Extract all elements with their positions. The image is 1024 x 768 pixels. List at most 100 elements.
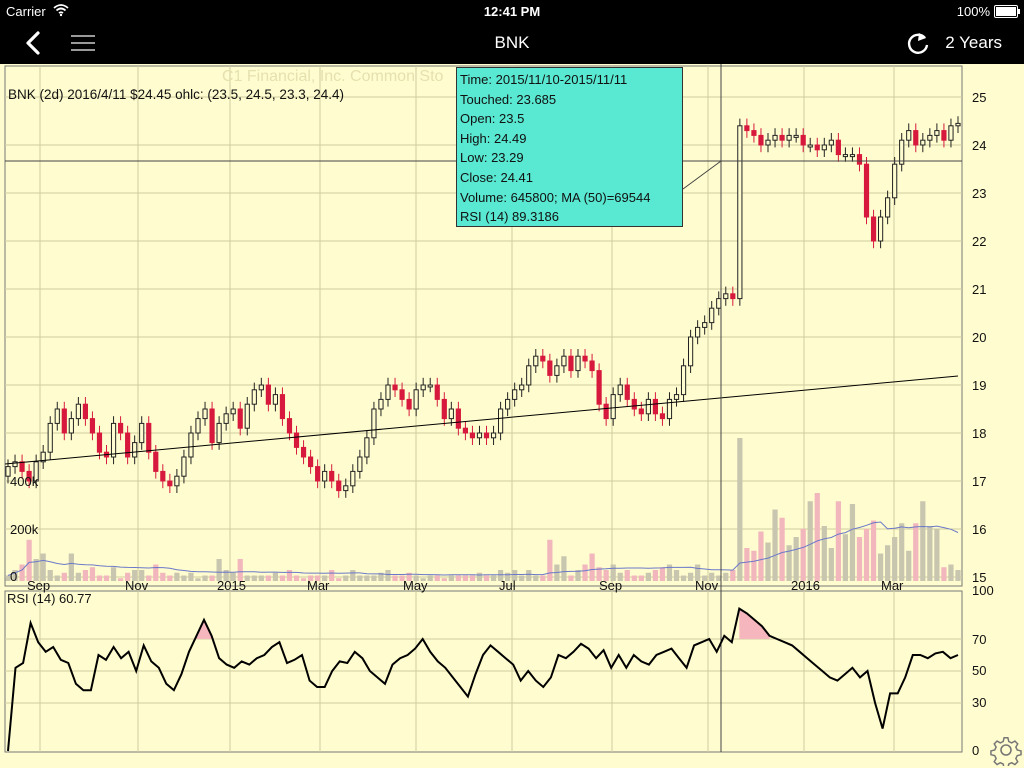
candle-body — [927, 134, 933, 141]
candle-body — [237, 408, 243, 429]
candle-body — [786, 134, 792, 141]
candle-body — [638, 408, 644, 415]
volume-bar — [730, 570, 736, 581]
volume-bar — [350, 570, 356, 581]
date-tick-label: Mar — [881, 578, 904, 593]
volume-bar — [702, 575, 708, 581]
volume-bar — [490, 575, 497, 581]
range-selector-button[interactable]: 2 Years — [945, 33, 1002, 52]
price-panel-frame — [4, 65, 963, 587]
volume-bar — [807, 501, 813, 581]
volume-bar — [899, 523, 905, 581]
volume-bar — [265, 575, 271, 581]
candle-body — [132, 442, 138, 458]
volume-bar — [103, 575, 110, 581]
volume-bar — [12, 570, 18, 581]
date-tick-label: Mar — [307, 578, 330, 593]
rsi-tick-label: 70 — [972, 632, 986, 647]
price-tick-label: 23 — [972, 186, 986, 201]
volume-bar — [223, 570, 229, 581]
price-tick-label: 20 — [972, 330, 986, 345]
volume-bar — [765, 542, 771, 581]
candle-body — [54, 408, 60, 424]
candle-body — [941, 130, 947, 141]
candle-body — [533, 355, 539, 367]
candle-body — [659, 413, 666, 420]
volume-bar — [793, 537, 799, 581]
candle-body — [139, 422, 145, 444]
volume-bar — [561, 556, 567, 581]
back-chevron-icon[interactable] — [20, 28, 48, 58]
volume-bar — [575, 570, 581, 581]
candle-body — [427, 384, 433, 388]
candle-body — [160, 470, 166, 482]
candle-body — [948, 125, 954, 141]
volume-bar — [744, 548, 750, 581]
candle-body — [343, 485, 349, 492]
volume-bar — [146, 575, 152, 581]
rsi-label: RSI (14) 60.77 — [7, 591, 92, 606]
price-tick-label: 21 — [972, 282, 986, 297]
candle-body — [673, 394, 680, 400]
volume-bar — [462, 575, 469, 581]
candle-body — [856, 154, 863, 165]
candle-body — [293, 432, 300, 448]
candle-body — [913, 130, 919, 146]
volume-bar — [786, 545, 792, 581]
candle-body — [117, 422, 124, 434]
candle-body — [652, 398, 659, 415]
tooltip-touched: Touched: 23.685 — [460, 91, 557, 107]
volume-bar — [568, 575, 574, 581]
volume-bar — [863, 528, 870, 581]
volume-bar — [821, 526, 827, 581]
menu-icon[interactable] — [70, 31, 96, 55]
candle-body — [455, 408, 461, 429]
candle-body — [378, 398, 384, 410]
rsi-tick-label: 0 — [972, 743, 979, 758]
volume-bar — [230, 572, 236, 581]
volume-bar — [139, 570, 145, 581]
candle-body — [807, 144, 813, 148]
candle-body — [125, 432, 131, 458]
volume-bar — [399, 575, 405, 581]
stock-chart[interactable]: C1 Financial, Inc. Common Sto BNK (2d) 2… — [0, 64, 1024, 768]
volume-bar — [40, 553, 46, 581]
volume-bar — [476, 572, 483, 581]
volume-bar — [617, 572, 623, 581]
candle-body — [702, 322, 708, 328]
date-tick-label: 2015 — [217, 578, 246, 593]
price-tick-label: 24 — [972, 138, 986, 153]
candle-body — [216, 422, 222, 444]
volume-bar — [160, 572, 166, 581]
volume-bar — [307, 575, 314, 581]
settings-gear-icon[interactable] — [990, 734, 1022, 766]
date-tick-label: Jul — [499, 578, 516, 593]
refresh-icon[interactable] — [904, 29, 932, 57]
candle-body — [399, 389, 405, 400]
candle-body — [89, 418, 96, 434]
candle-body — [322, 470, 328, 482]
tooltip-pointer-line — [682, 160, 722, 190]
volume-bar — [687, 572, 694, 581]
rsi-overbought-area — [739, 608, 770, 639]
volume-bar — [68, 553, 74, 581]
candle-body — [357, 456, 363, 472]
rsi-tick-label: 100 — [972, 583, 994, 598]
volume-bar — [286, 570, 293, 581]
candle-body — [870, 216, 877, 242]
date-tick-label: Sep — [27, 578, 50, 593]
volume-bar — [293, 575, 300, 581]
volume-bar — [941, 567, 947, 581]
candle-body — [110, 422, 117, 458]
volume-bar — [955, 570, 961, 581]
volume-bar — [716, 575, 722, 581]
tooltip-high: High: 24.49 — [460, 130, 527, 146]
candle-body — [82, 403, 89, 420]
volume-bar — [849, 504, 856, 581]
candle-body — [153, 451, 159, 472]
volume-bar — [237, 559, 243, 581]
volume-bar — [251, 575, 257, 581]
price-axis-labels: 25 24 23 22 21 20 19 18 17 16 15 — [972, 90, 986, 585]
candle-body — [336, 480, 342, 492]
tooltip-open: Open: 23.5 — [460, 111, 525, 127]
